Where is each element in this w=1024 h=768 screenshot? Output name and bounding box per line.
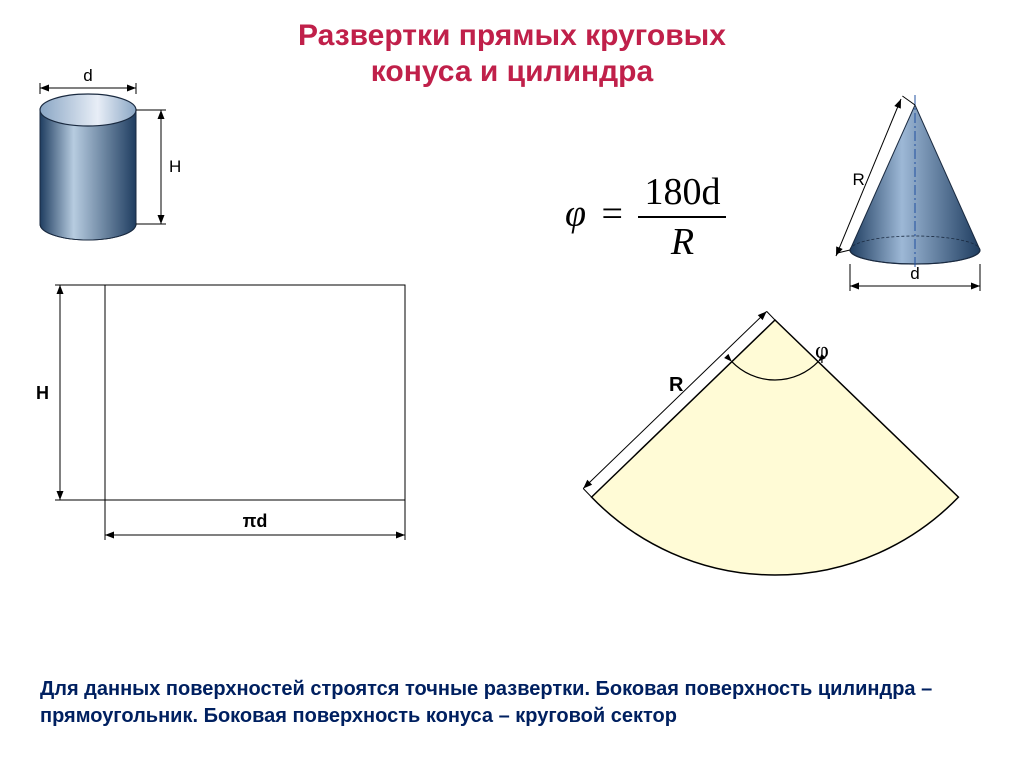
title-line1: Развертки прямых круговых [298,19,726,52]
formula: φ = 180d R [565,170,726,264]
formula-phi: φ [565,193,586,235]
title-line2: конуса и цилиндра [371,55,653,88]
formula-num: 180d [638,170,726,218]
formula-eq: = [596,193,629,235]
footer-text: Для данных поверхностей строятся точные … [40,676,980,730]
cylinder-development [25,275,455,595]
cone-development [495,280,1015,640]
formula-den: R [638,218,726,264]
formula-fraction: 180d R [638,170,726,264]
